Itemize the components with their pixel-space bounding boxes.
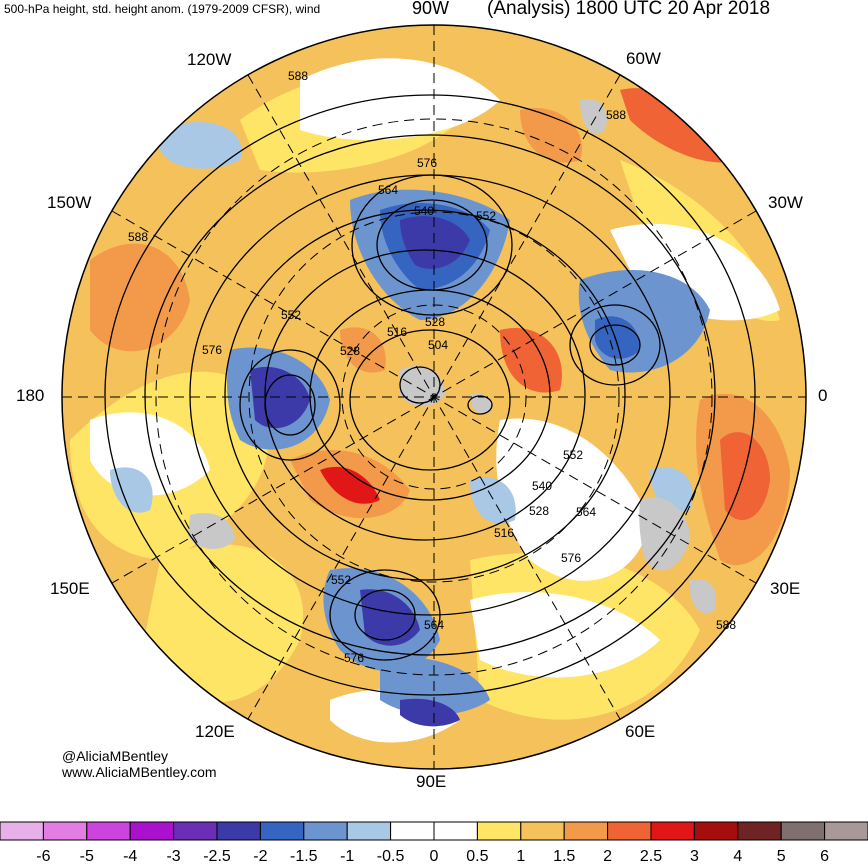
lon-label-30e: 30E — [770, 579, 801, 598]
contour-label: 564 — [576, 505, 596, 519]
lon-label-60e: 60E — [625, 722, 656, 741]
colorbar-tick-label: 1.5 — [553, 848, 576, 865]
colorbar-tick-label: -1.5 — [290, 848, 318, 865]
colorbar-swatch — [390, 821, 435, 841]
colorbar-swatch — [693, 821, 739, 841]
contour-label: 588 — [716, 618, 736, 632]
colorbar-tick-label: 2 — [603, 848, 613, 865]
author-handle: @AliciaMBentley — [62, 748, 169, 764]
contour-label: 540 — [414, 204, 434, 218]
colorbar-swatch — [303, 821, 348, 841]
contour-label: 516 — [387, 325, 407, 339]
author-website: www.AliciaMBentley.com — [62, 764, 217, 780]
lon-label-90w: 90W — [412, 0, 450, 18]
map-boundary — [61, 24, 807, 770]
colorbar-swatch — [259, 821, 305, 841]
colorbar-tick-label: 2.5 — [639, 848, 663, 865]
contour-label: 552 — [331, 573, 351, 587]
contour-label: 528 — [425, 315, 445, 329]
map-title: 500-hPa height, std. height anom. (1979-… — [4, 2, 321, 16]
contour-label: 540 — [532, 479, 552, 493]
colorbar-swatch — [520, 821, 565, 841]
graticule — [62, 25, 806, 769]
colorbar — [0, 821, 868, 841]
colorbar-tick-label: -4 — [123, 848, 138, 865]
height-contours — [104, 94, 756, 696]
colorbar-swatch — [737, 821, 782, 841]
lon-label-30w: 30W — [768, 193, 803, 212]
contour-label: 576 — [561, 551, 581, 565]
contour-labels: 588 588 588 588 576 576 576 576 564 564 … — [128, 69, 736, 665]
colorbar-tick-label: 6 — [820, 848, 830, 865]
colorbar-swatch — [42, 821, 88, 841]
colorbar-tick-label: 0 — [429, 848, 439, 865]
contour-label: 552 — [281, 308, 301, 322]
contour-label: 588 — [606, 108, 626, 122]
lon-label-0: 0 — [818, 386, 828, 405]
contour-label: 552 — [563, 448, 583, 462]
colorbar-tick-label: 1 — [516, 848, 526, 865]
contour-label: 576 — [344, 651, 364, 665]
contour-label: 528 — [340, 344, 360, 358]
colorbar-tick-label: -2.5 — [203, 848, 231, 865]
lon-label-180: 180 — [16, 386, 45, 405]
contour-label: 516 — [494, 526, 514, 540]
colorbar-swatch — [607, 821, 652, 841]
contour-label: 588 — [128, 230, 148, 244]
analysis-time-title: (Analysis) 1800 UTC 20 Apr 2018 — [487, 0, 771, 19]
colorbar-tick-label: -3 — [166, 848, 181, 865]
colorbar-tick-label: 0.5 — [466, 848, 489, 865]
colorbar-tick-label: -0.5 — [376, 848, 405, 865]
colorbar-tick-label: -6 — [36, 848, 51, 865]
contour-label: 564 — [424, 618, 444, 632]
lon-label-60w: 60W — [626, 49, 661, 68]
colorbar-tick-label: -1 — [340, 848, 355, 865]
lon-label-120w: 120W — [187, 50, 232, 69]
colorbar-swatch — [563, 821, 609, 841]
contour-label: 528 — [529, 504, 549, 518]
colorbar-tick-label: -5 — [79, 848, 94, 865]
contour-label: 504 — [428, 338, 448, 352]
colorbar-swatch — [476, 821, 522, 841]
contour-label: 588 — [288, 69, 308, 83]
lon-label-90e: 90E — [416, 772, 447, 791]
contour-label: 576 — [202, 343, 222, 357]
contour-label: 552 — [476, 209, 496, 223]
colorbar-tick-label: 4 — [733, 848, 743, 865]
colorbar-tick-label: -2 — [253, 848, 268, 865]
colorbar-tick-label: 3 — [689, 848, 699, 865]
contour-label: 576 — [417, 156, 437, 170]
colorbar-swatch — [433, 821, 478, 841]
colorbar-swatch — [824, 821, 868, 841]
colorbar-swatch — [650, 821, 695, 841]
anomaly-field — [62, 25, 806, 769]
colorbar-swatch — [346, 821, 392, 841]
colorbar-swatch — [173, 821, 218, 841]
colorbar-swatch — [216, 821, 261, 841]
lon-label-120e: 120E — [195, 722, 235, 741]
contour-label: 564 — [378, 183, 398, 197]
colorbar-swatch — [86, 821, 131, 841]
lon-label-150e: 150E — [50, 579, 90, 598]
colorbar-swatch — [0, 821, 44, 841]
colorbar-swatch — [129, 821, 175, 841]
colorbar-tick-label: 5 — [776, 848, 786, 865]
lon-label-150w: 150W — [47, 193, 92, 212]
colorbar-swatch — [780, 821, 826, 841]
